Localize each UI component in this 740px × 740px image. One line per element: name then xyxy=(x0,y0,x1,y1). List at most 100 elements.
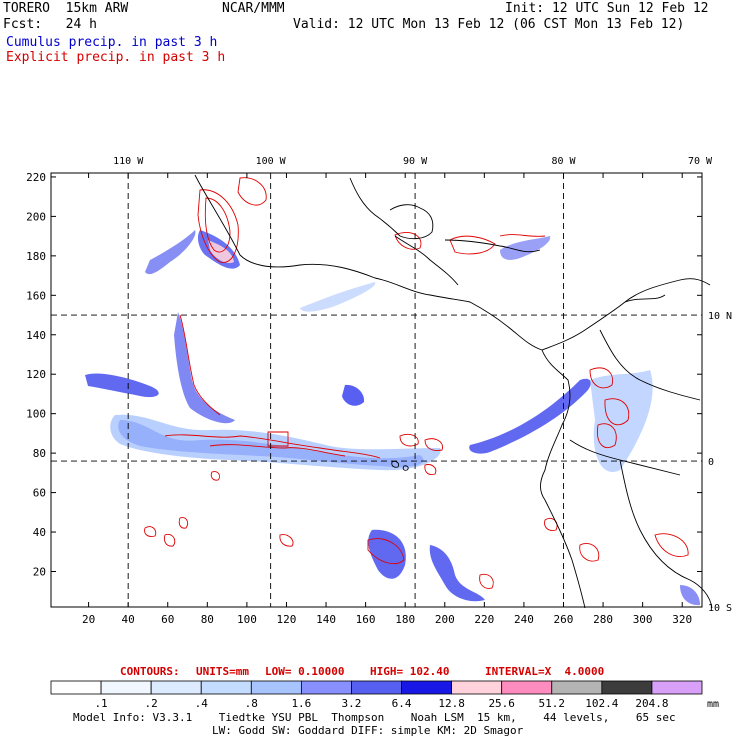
colorbar-label: 25.6 xyxy=(488,697,515,710)
coast-caribbean xyxy=(444,239,541,253)
longitude-label: 90 W xyxy=(403,156,428,167)
contour-blob-3 xyxy=(424,464,437,475)
gulf-west-fill xyxy=(145,230,196,275)
y-tick-label: 220 xyxy=(26,171,46,184)
x-tick-label: 320 xyxy=(672,613,692,626)
latitude-label: 10 S xyxy=(708,603,732,614)
colorbar-label: 102.4 xyxy=(585,697,618,710)
colorbar-label: 1.6 xyxy=(291,697,311,710)
colorbar-label: 6.4 xyxy=(392,697,412,710)
forecast-hour: Fcst: 24 h xyxy=(3,17,97,32)
x-tick-label: 220 xyxy=(474,613,494,626)
y-tick-label: 180 xyxy=(26,250,46,263)
model-name: TORERO 15km ARW xyxy=(3,1,129,16)
contour-itcz-2 xyxy=(209,444,346,457)
colorbar-swatch xyxy=(100,680,152,695)
coast-gulf xyxy=(349,177,401,237)
contour-west-4 xyxy=(279,534,294,547)
longitude-label: 110 W xyxy=(113,156,144,167)
central-am-band xyxy=(500,236,551,260)
x-tick-label: 140 xyxy=(316,613,336,626)
axis-tick-labels: 20 40 60 80 100 120 140 160 180 200 220 240 260 280 30… xyxy=(26,156,732,626)
contour-units: UNITS=mm xyxy=(196,665,249,678)
contour-itcz xyxy=(164,434,381,459)
colorbar-label: .2 xyxy=(145,697,158,710)
colorbar-swatch xyxy=(651,680,703,695)
contour-colombia xyxy=(589,367,613,389)
cumulus-precip-fields xyxy=(85,230,700,606)
y-tick-label: 160 xyxy=(26,289,46,302)
colorbar-swatch xyxy=(150,680,202,695)
axis-ticks xyxy=(51,173,702,607)
colorbar-label: 3.2 xyxy=(342,697,362,710)
x-tick-label: 100 xyxy=(237,613,257,626)
coast-venezuela xyxy=(624,278,711,303)
x-tick-label: 120 xyxy=(277,613,297,626)
contour-blob-1 xyxy=(399,433,419,447)
y-tick-label: 100 xyxy=(26,408,46,421)
border-mexico xyxy=(394,235,459,286)
colorbar-label: 51.2 xyxy=(539,697,566,710)
contour-peru xyxy=(597,423,617,449)
longitude-label: 80 W xyxy=(551,156,576,167)
contour-west-5 xyxy=(210,471,221,481)
longitude-label: 70 W xyxy=(688,156,713,167)
contour-brazil xyxy=(654,533,689,557)
y-tick-label: 80 xyxy=(33,447,46,460)
east-band-fill xyxy=(469,378,591,454)
colorbar: .1 .2 .4 .8 1.6 3.2 6.4 12.8 25.6 51.2 102.4 204.8 m… xyxy=(50,680,719,710)
contour-central-am-3 xyxy=(499,234,546,237)
coast-central-america xyxy=(469,301,543,351)
amazon-scatter xyxy=(590,370,653,472)
x-tick-label: 20 xyxy=(82,613,95,626)
init-time: Init: 12 UTC Sun 12 Feb 12 xyxy=(505,1,709,16)
mid-pacific-band xyxy=(300,282,376,312)
y-tick-label: 140 xyxy=(26,329,46,342)
colorbar-swatch xyxy=(401,680,453,695)
x-tick-label: 260 xyxy=(554,613,574,626)
colorbar-swatch xyxy=(501,680,553,695)
contour-blob-2 xyxy=(424,438,443,451)
contour-box xyxy=(267,431,289,447)
model-info-line2: LW: Godd SW: Goddard DIFF: simple KM: 2D… xyxy=(212,724,524,737)
valid-time: Valid: 12 UTC Mon 13 Feb 12 (06 CST Mon … xyxy=(293,17,685,32)
x-tick-label: 300 xyxy=(633,613,653,626)
contour-west-1 xyxy=(144,526,157,537)
colorbar-label: 12.8 xyxy=(438,697,465,710)
arc-band-fill xyxy=(174,312,235,424)
colorbar-label: .8 xyxy=(245,697,258,710)
y-tick-label: 20 xyxy=(33,565,46,578)
longitude-label: 100 W xyxy=(256,156,287,167)
y-tick-label: 120 xyxy=(26,368,46,381)
border-colombia xyxy=(599,329,701,401)
contour-label: CONTOURS: xyxy=(120,665,180,678)
contour-sw-1 xyxy=(544,517,558,531)
south-blob-b xyxy=(429,545,485,602)
contour-mexico-west xyxy=(197,189,239,263)
y-tick-label: 200 xyxy=(26,210,46,223)
colorbar-label: 204.8 xyxy=(635,697,668,710)
contour-high: HIGH= 102.40 xyxy=(370,665,450,678)
center-blob-fill xyxy=(342,384,365,406)
itcz-band-light xyxy=(110,414,441,471)
colorbar-swatch xyxy=(551,680,603,695)
colorbar-swatch xyxy=(200,680,252,695)
latitude-label: 0 xyxy=(708,457,714,468)
colorbar-label: .4 xyxy=(195,697,209,710)
y-tick-label: 60 xyxy=(33,487,46,500)
latitude-label: 10 N xyxy=(708,311,732,322)
x-tick-label: 280 xyxy=(593,613,613,626)
contour-south-1 xyxy=(367,538,405,564)
south-blob-a xyxy=(368,529,406,579)
x-tick-label: 180 xyxy=(395,613,415,626)
contour-bolivia xyxy=(579,543,600,562)
coast-yucatan xyxy=(389,204,434,240)
contour-west-2 xyxy=(163,533,176,547)
organization: NCAR/MMM xyxy=(222,1,285,16)
model-info-line1: Model Info: V3.3.1 Tiedtke YSU PBL Thomp… xyxy=(73,711,676,724)
colorbar-swatch xyxy=(601,680,653,695)
x-tick-label: 60 xyxy=(161,613,174,626)
colorbar-swatch xyxy=(351,680,402,695)
colorbar-label: .1 xyxy=(94,697,107,710)
